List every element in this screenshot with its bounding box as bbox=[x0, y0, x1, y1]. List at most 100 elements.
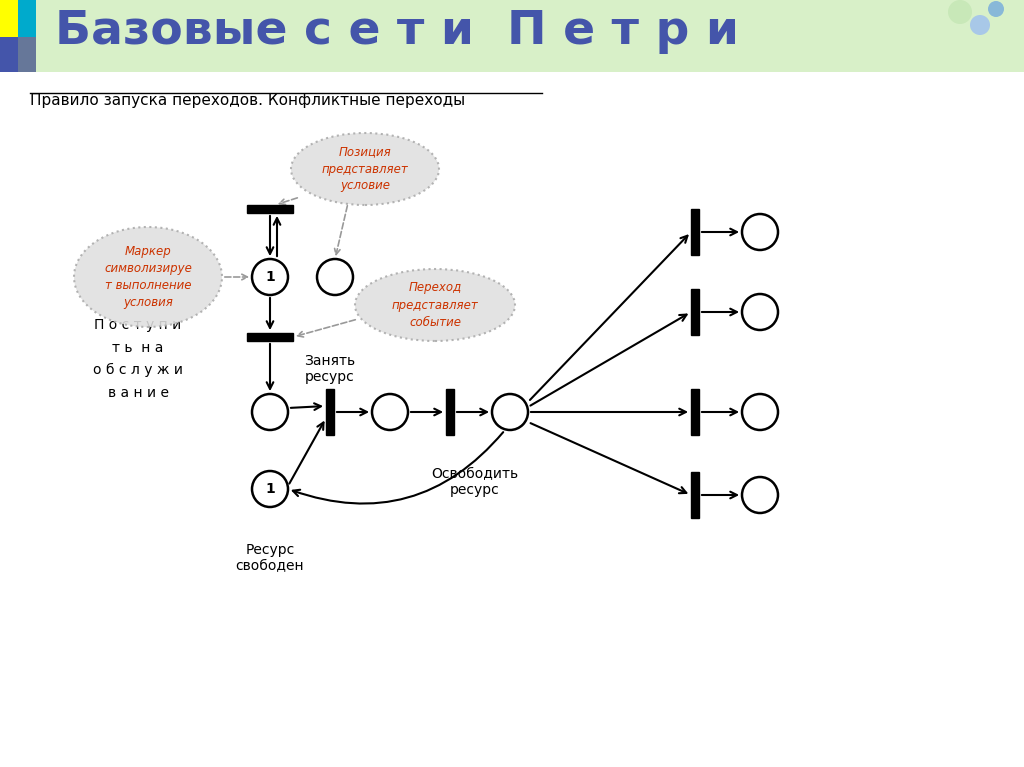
Bar bbox=[748, 0, 752, 72]
Bar bbox=[389, 0, 393, 72]
Bar bbox=[471, 0, 475, 72]
Bar bbox=[215, 0, 219, 72]
Bar bbox=[799, 0, 803, 72]
Bar bbox=[317, 0, 322, 72]
Bar bbox=[666, 0, 670, 72]
Bar bbox=[543, 0, 547, 72]
Bar bbox=[714, 0, 718, 72]
Bar bbox=[683, 0, 687, 72]
Bar bbox=[990, 0, 994, 72]
Bar bbox=[614, 0, 618, 72]
Bar bbox=[458, 0, 462, 72]
Bar bbox=[929, 0, 933, 72]
Bar bbox=[58, 0, 62, 72]
Bar bbox=[873, 0, 879, 72]
Circle shape bbox=[252, 394, 288, 430]
Bar bbox=[881, 0, 885, 72]
Bar bbox=[853, 0, 858, 72]
Bar bbox=[785, 0, 790, 72]
Bar bbox=[857, 0, 861, 72]
Bar bbox=[294, 0, 298, 72]
Bar bbox=[945, 0, 950, 72]
Bar bbox=[273, 0, 278, 72]
Circle shape bbox=[742, 294, 778, 330]
Bar bbox=[44, 0, 49, 72]
Bar bbox=[522, 0, 526, 72]
Text: 1: 1 bbox=[265, 270, 274, 284]
Bar bbox=[904, 0, 909, 72]
Bar bbox=[130, 0, 134, 72]
Bar bbox=[959, 0, 964, 72]
Bar bbox=[358, 0, 362, 72]
Bar bbox=[451, 0, 455, 72]
Bar bbox=[151, 0, 155, 72]
Bar bbox=[983, 0, 987, 72]
Bar bbox=[105, 0, 111, 72]
Bar bbox=[966, 0, 971, 72]
Bar bbox=[447, 0, 452, 72]
Bar bbox=[693, 0, 697, 72]
Bar bbox=[218, 0, 223, 72]
Bar bbox=[737, 0, 741, 72]
Bar bbox=[259, 0, 264, 72]
Bar bbox=[710, 0, 715, 72]
Bar bbox=[28, 0, 32, 72]
Circle shape bbox=[948, 0, 972, 24]
Bar bbox=[888, 0, 892, 72]
Bar bbox=[54, 0, 59, 72]
Bar bbox=[61, 0, 66, 72]
Bar bbox=[740, 0, 745, 72]
Bar bbox=[345, 0, 349, 72]
Bar bbox=[973, 0, 977, 72]
Bar bbox=[922, 0, 926, 72]
Bar bbox=[331, 0, 336, 72]
Bar bbox=[446, 389, 454, 435]
Bar bbox=[829, 0, 834, 72]
Bar bbox=[69, 0, 73, 72]
Bar bbox=[13, 0, 18, 72]
Bar bbox=[563, 0, 567, 72]
Bar bbox=[239, 0, 244, 72]
Bar bbox=[420, 0, 424, 72]
Bar bbox=[328, 0, 332, 72]
Bar bbox=[171, 0, 175, 72]
Circle shape bbox=[252, 259, 288, 295]
Bar bbox=[307, 0, 311, 72]
Bar bbox=[878, 0, 882, 72]
Bar bbox=[717, 0, 721, 72]
Bar bbox=[437, 0, 441, 72]
Bar bbox=[326, 389, 334, 435]
Bar bbox=[570, 0, 574, 72]
Bar bbox=[1021, 0, 1024, 72]
Bar bbox=[120, 0, 124, 72]
Bar bbox=[976, 0, 981, 72]
Bar bbox=[573, 0, 578, 72]
Bar bbox=[796, 0, 800, 72]
Bar bbox=[232, 0, 237, 72]
Bar bbox=[833, 0, 838, 72]
Bar bbox=[0, 0, 18, 37]
Circle shape bbox=[492, 394, 528, 430]
Bar bbox=[95, 0, 100, 72]
Bar bbox=[1014, 0, 1018, 72]
Bar bbox=[116, 0, 121, 72]
Bar bbox=[935, 0, 940, 72]
Bar bbox=[628, 0, 633, 72]
Bar bbox=[540, 0, 544, 72]
Bar bbox=[17, 0, 22, 72]
Bar bbox=[645, 0, 649, 72]
Bar bbox=[484, 0, 489, 72]
Bar bbox=[894, 0, 899, 72]
Bar bbox=[594, 0, 598, 72]
Bar bbox=[407, 0, 411, 72]
Bar bbox=[396, 0, 400, 72]
Bar bbox=[276, 0, 281, 72]
Bar bbox=[658, 0, 664, 72]
Bar bbox=[993, 0, 997, 72]
Bar bbox=[31, 0, 35, 72]
Bar bbox=[1000, 0, 1005, 72]
Bar bbox=[727, 0, 731, 72]
Bar bbox=[386, 0, 390, 72]
Bar bbox=[325, 0, 329, 72]
Bar bbox=[99, 0, 103, 72]
